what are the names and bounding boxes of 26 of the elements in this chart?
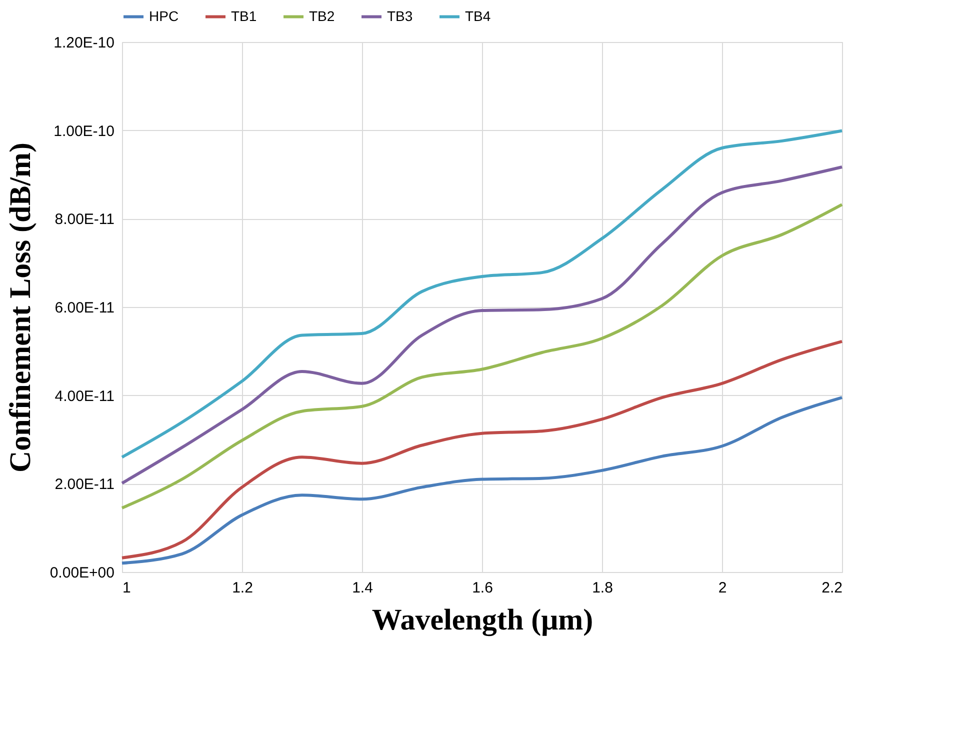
- legend-label: TB2: [309, 8, 335, 24]
- y-tick-label: 6.00E-11: [54, 300, 114, 316]
- y-tick-label: 0.00E+00: [50, 564, 114, 582]
- y-tick-label: 1.00E-10: [54, 122, 114, 140]
- x-tick-label: 2: [718, 580, 727, 596]
- y-tick-label: 2.00E-11: [54, 476, 114, 494]
- x-tick-label: 1.6: [472, 580, 493, 596]
- y-tick-label: 8.00E-11: [54, 211, 114, 228]
- y-tick-label: 1.20E-10: [54, 34, 114, 52]
- x-axis-title: Wavelength (μm): [372, 604, 594, 636]
- y-tick-label: 4.00E-11: [54, 388, 114, 405]
- y-axis-title: Confinement Loss (dB/m): [4, 142, 37, 473]
- line-series: [120, 129, 844, 459]
- line-series: [120, 396, 844, 565]
- x-tick-label: 1.2: [232, 580, 253, 596]
- line-series: [120, 203, 844, 510]
- legend-label: HPC: [149, 8, 179, 24]
- x-tick-label: 1.8: [592, 580, 613, 596]
- x-tick-label: 1.4: [352, 580, 373, 596]
- x-tick-label: 2.2: [822, 580, 842, 596]
- legend-label: TB3: [387, 8, 413, 24]
- line-series: [120, 340, 844, 560]
- legend-label: TB4: [465, 8, 491, 24]
- legend-label: TB1: [231, 8, 257, 24]
- x-tick-label: 1: [122, 580, 131, 596]
- line-series: [120, 165, 844, 485]
